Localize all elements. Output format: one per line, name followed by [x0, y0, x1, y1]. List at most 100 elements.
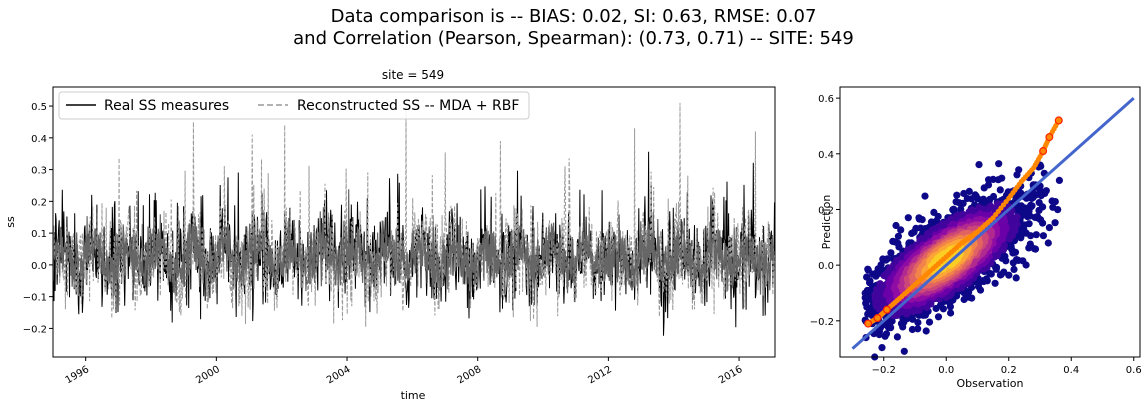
scatter-point	[974, 195, 982, 203]
scatter-xticks: −0.2 0.0 0.2 0.4 0.6	[872, 357, 1142, 376]
scatter-point	[1051, 219, 1059, 227]
scatter-point	[989, 175, 997, 183]
scatter-point	[953, 191, 961, 199]
quantile-point-extreme	[1039, 147, 1048, 156]
xtick-label: 2012	[586, 364, 614, 386]
quantile-point-extreme	[1054, 116, 1063, 125]
scatter-point	[1055, 176, 1063, 184]
timeseries-frame	[52, 86, 776, 358]
scatter-point	[975, 161, 983, 169]
ytick-label: 0.5	[31, 102, 47, 113]
scatter-point	[925, 318, 934, 326]
scatter-point	[1013, 171, 1021, 179]
scatter-point	[914, 318, 922, 327]
scatter-xtick-label: 0.2	[1001, 365, 1017, 376]
scatter-point	[882, 330, 891, 338]
scatter-point	[918, 216, 926, 224]
scatter-point	[892, 221, 900, 230]
ytick-label: 0.4	[31, 134, 47, 145]
scatter-ytick-label: −0.2	[810, 317, 834, 328]
xtick-label: 2016	[717, 364, 745, 386]
ytick-label: 0.3	[31, 166, 47, 177]
scatter-yticks: −0.2 0.0 0.2 0.4 0.6	[810, 94, 840, 328]
scatter-density-points	[861, 160, 1063, 361]
scatter-point	[878, 344, 886, 352]
ytick-label: −0.2	[23, 324, 47, 335]
figure-suptitle-line1: Data comparison is -- BIAS: 0.02, SI: 0.…	[330, 6, 817, 27]
timeseries-xlabel: time	[401, 389, 426, 402]
scatter-point	[921, 192, 929, 200]
scatter-point	[893, 333, 902, 341]
scatter-point	[1013, 207, 1021, 215]
quantile-point-extreme	[873, 314, 882, 323]
figure-suptitle-line2: and Correlation (Pearson, Spearman): (0.…	[293, 28, 854, 49]
scatter-point	[897, 226, 905, 234]
timeseries-yticks: −0.2 −0.1 0.0 0.1 0.2 0.3 0.4 0.5	[23, 102, 53, 335]
xtick-label: 2000	[194, 364, 222, 386]
scatter-point	[1049, 203, 1057, 211]
identity-line	[851, 97, 1135, 350]
timeseries-xticks: 1996 2000 2004 2008 2012 2016	[64, 357, 745, 386]
timeseries-lines	[52, 102, 776, 336]
scatter-xtick-label: 0.4	[1063, 365, 1079, 376]
scatter-point	[1032, 231, 1040, 239]
scatter-point	[1009, 259, 1017, 267]
scatter-point	[965, 187, 973, 195]
scatter-panel: −0.2 0.0 0.2 0.4 0.6 −0.2 0.0 0.2 0.4 0.6 Observ…	[810, 86, 1142, 390]
xtick-label: 2004	[325, 364, 353, 386]
ytick-label: 0.2	[31, 197, 47, 208]
xtick-label: 2008	[456, 364, 484, 386]
scatter-point	[1048, 197, 1056, 205]
scatter-point	[996, 186, 1004, 194]
scatter-point	[967, 195, 976, 203]
quantile-points	[864, 116, 1063, 328]
scatter-point	[1045, 224, 1053, 232]
scatter-point	[1044, 239, 1052, 247]
scatter-point	[991, 279, 999, 287]
scatter-point	[980, 184, 988, 192]
quantile-point-extreme	[1045, 133, 1054, 142]
scatter-frame	[839, 86, 1141, 358]
timeseries-title: site = 549	[382, 68, 444, 82]
scatter-point	[908, 325, 917, 334]
scatter-point	[995, 160, 1003, 168]
scatter-point	[904, 214, 912, 222]
scatter-point	[1035, 206, 1043, 214]
scatter-point	[922, 327, 930, 335]
scatter-xtick-label: 0.0	[938, 365, 954, 376]
scatter-point	[1028, 194, 1036, 202]
ytick-label: −0.1	[23, 293, 47, 304]
scatter-point	[994, 176, 1002, 184]
scatter-point	[1035, 199, 1043, 207]
scatter-ytick-label: 0.4	[818, 150, 834, 161]
scatter-point	[1039, 232, 1047, 240]
scatter-point	[957, 205, 965, 213]
scatter-point	[894, 232, 903, 240]
scatter-ytick-label: 0.2	[818, 205, 834, 216]
legend-box	[58, 91, 530, 120]
scatter-point	[959, 199, 967, 207]
scatter-xtick-label: 0.6	[1126, 365, 1142, 376]
quantile-point-extreme	[864, 319, 873, 328]
ytick-label: 0.1	[31, 229, 47, 240]
scatter-point	[1012, 274, 1020, 282]
scatter-ylabel: Prediction	[820, 195, 833, 250]
scatter-point	[1026, 240, 1034, 248]
scatter-xtick-label: −0.2	[872, 365, 896, 376]
scatter-point	[887, 249, 895, 257]
scatter-ytick-label: 0.0	[818, 261, 834, 272]
scatter-point	[960, 189, 968, 198]
scatter-point	[996, 271, 1005, 279]
scatter-xlabel: Observation	[957, 377, 1024, 390]
scatter-point	[910, 228, 918, 236]
timeseries-legend: Real SS measures Reconstructed SS -- MDA…	[58, 91, 530, 120]
legend-label-real: Real SS measures	[104, 98, 229, 114]
scatter-point	[914, 325, 922, 333]
scatter-point	[934, 313, 943, 321]
legend-label-reconstructed: Reconstructed SS -- MDA + RBF	[297, 98, 519, 114]
scatter-point	[883, 255, 891, 263]
xtick-label: 1996	[64, 364, 92, 386]
ytick-label: 0.0	[31, 261, 47, 272]
